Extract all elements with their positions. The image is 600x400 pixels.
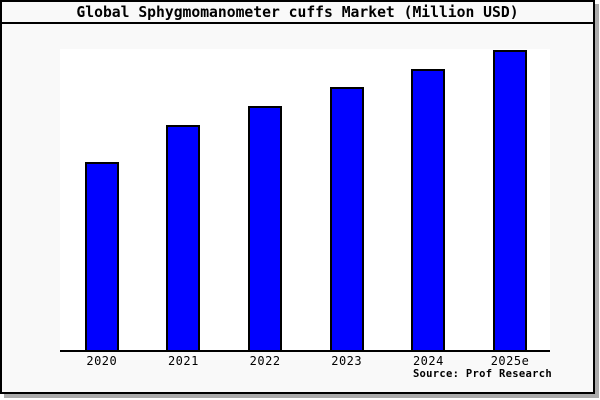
bar-2024 [411,69,446,350]
chart-panel: Global Sphygmomanometer cuffs Market (Mi… [0,0,595,394]
source-note: Source: Prof Research [412,368,552,380]
bar-2023 [329,87,364,350]
x-tick-2023: 2023 [331,354,363,368]
chart-title: Global Sphygmomanometer cuffs Market (Mi… [2,2,593,24]
bar-2025e [493,50,527,350]
x-axis-labels: 2020 2021 2022 2023 2024 2025e [2,352,593,368]
x-tick-2021: 2021 [167,354,199,368]
plot-area [60,49,550,352]
bar-2022 [248,106,283,350]
x-tick-2025e: 2025e [490,354,530,368]
x-tick-2024: 2024 [412,354,444,368]
x-tick-2020: 2020 [86,354,118,368]
bar-2021 [166,125,201,350]
bar-2020 [84,162,119,350]
x-tick-2022: 2022 [249,354,281,368]
